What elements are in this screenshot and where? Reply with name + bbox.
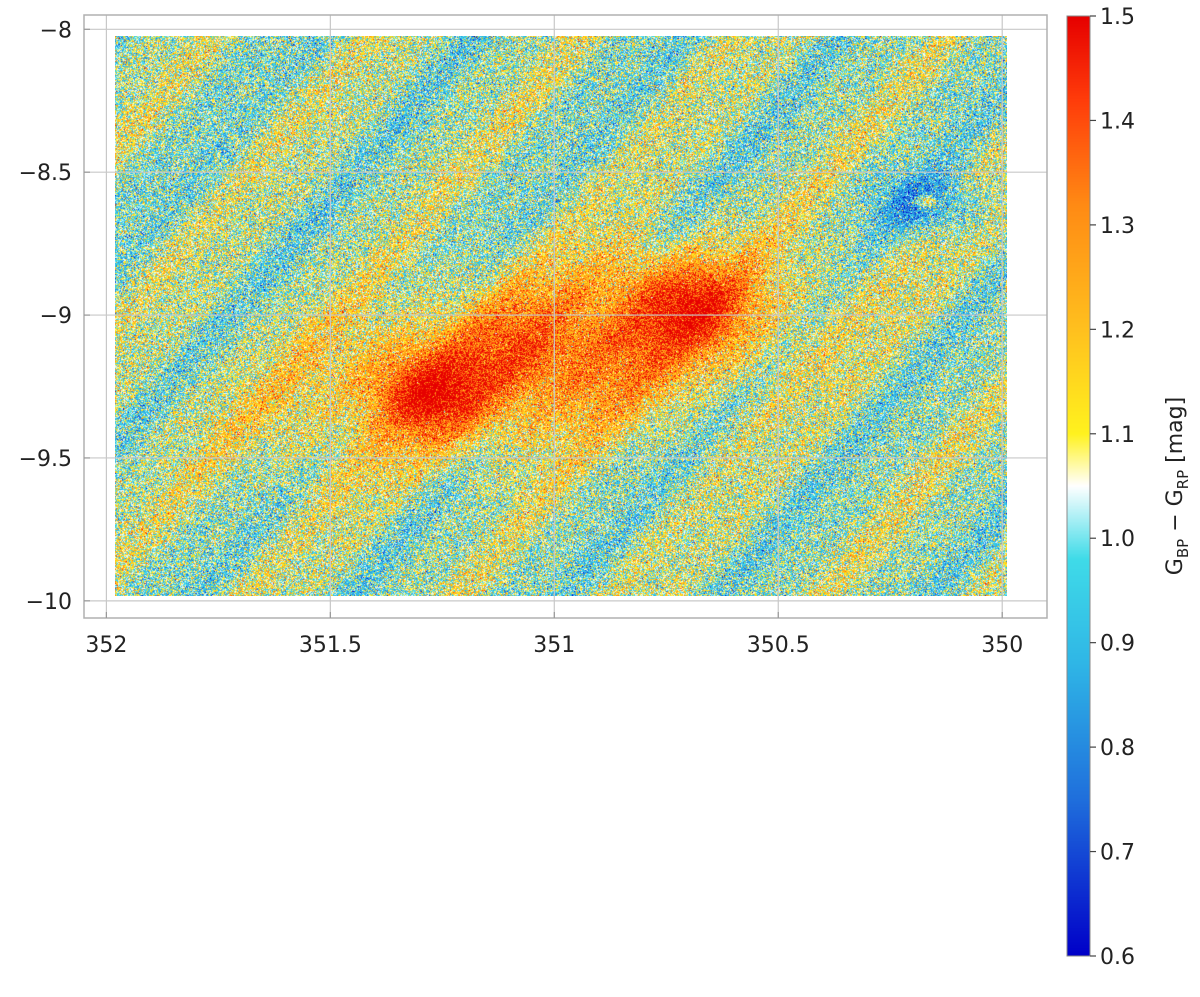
colorbar-tick-label-9: 1.5 bbox=[1100, 5, 1135, 30]
x-tick-label-1: 351.5 bbox=[299, 633, 362, 658]
colorbar-tick-label-0: 0.6 bbox=[1100, 945, 1135, 970]
plot-frame bbox=[83, 14, 1048, 619]
colorbar-tick-label-2: 0.8 bbox=[1100, 736, 1135, 761]
colorbar-tick-label-5: 1.1 bbox=[1100, 423, 1135, 448]
x-tick-label-4: 350 bbox=[981, 633, 1023, 658]
x-tick-label-3: 350.5 bbox=[747, 633, 810, 658]
y-tick-label-2: −9 bbox=[40, 304, 72, 329]
colorbar-tick-label-8: 1.4 bbox=[1100, 109, 1135, 134]
x-tick-label-2: 351 bbox=[533, 633, 575, 658]
x-tick-label-0: 352 bbox=[85, 633, 127, 658]
colorbar-tick-label-4: 1.0 bbox=[1100, 527, 1135, 552]
colorbar-tick-label-1: 0.7 bbox=[1100, 841, 1135, 866]
colorbar-frame bbox=[1066, 15, 1091, 957]
colorbar-tick-label-3: 0.9 bbox=[1100, 632, 1135, 657]
y-tick-label-3: −9.5 bbox=[19, 447, 72, 472]
x-axis: 352 351.5 351 350.5 350 bbox=[85, 612, 1023, 658]
colorbar-label: GBP − GRP [mag] bbox=[1163, 397, 1192, 575]
colorbar-tick-label-6: 1.2 bbox=[1100, 318, 1135, 343]
color-map bbox=[115, 36, 1007, 596]
colorbar-gradient bbox=[1067, 16, 1090, 956]
y-axis: −8 −8.5 −9 −9.5 −10 bbox=[19, 18, 90, 615]
y-tick-label-1: −8.5 bbox=[19, 161, 72, 186]
y-tick-label-4: −10 bbox=[26, 590, 72, 615]
colorbar-axis: 0.6 0.7 0.8 0.9 1.0 1.1 1.2 1.3 1.4 1.5 bbox=[1090, 5, 1135, 970]
grid-lines bbox=[84, 15, 1047, 618]
colorbar-tick-label-7: 1.3 bbox=[1100, 214, 1135, 239]
y-tick-label-0: −8 bbox=[40, 18, 72, 43]
